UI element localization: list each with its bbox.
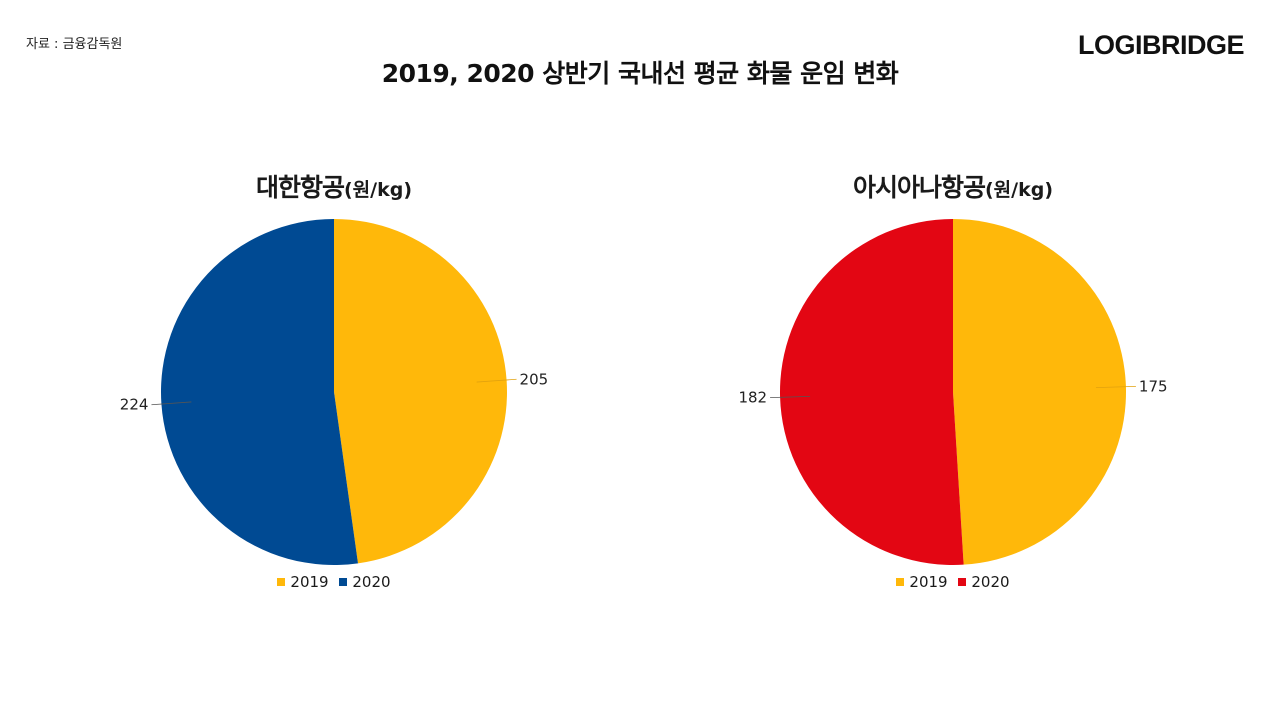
legend-label-2019: 2019 (909, 573, 948, 591)
chart-asiana: 175 182 아시아나항공(원/kg) 2019 2020 (693, 160, 1213, 620)
data-label-2020: 224 (120, 396, 149, 414)
legend-swatch-2020 (339, 578, 348, 586)
pie-slice-2020 (779, 219, 964, 565)
legend: 2019 2020 (74, 573, 594, 591)
chart-title-name: 아시아나항공 (852, 173, 986, 202)
legend: 2019 2020 (693, 573, 1213, 591)
pie-slice-2019 (953, 219, 1126, 565)
legend-item-2019: 2019 (277, 573, 329, 591)
pie-chart-korean-air: 205 224 (120, 219, 549, 565)
legend-item-2019: 2019 (896, 573, 948, 591)
leader-line-2019 (476, 378, 517, 383)
legend-label-2020: 2020 (352, 573, 391, 591)
legend-swatch-2019 (277, 578, 286, 586)
brand-logo: LOGIBRIDGE (1077, 30, 1245, 60)
source-note: 자료 : 금융감독원 (26, 37, 123, 52)
data-label-2019: 205 (520, 370, 549, 388)
chart-title-name: 대한항공 (255, 173, 345, 202)
leader-line-2019 (1095, 385, 1136, 388)
legend-item-2020: 2020 (958, 573, 1010, 591)
legend-label-2020: 2020 (971, 573, 1010, 591)
legend-swatch-2020 (958, 578, 967, 586)
data-label-2019: 175 (1139, 377, 1168, 395)
chart-title: 대한항공(원/kg) (74, 168, 594, 204)
pie-chart-asiana: 175 182 (738, 219, 1168, 565)
chart-title: 아시아나항공(원/kg) (693, 168, 1213, 204)
page-title: 2019, 2020 상반기 국내선 평균 화물 운임 변화 (381, 59, 899, 88)
leader-line-2020 (770, 396, 811, 399)
pie-slice-2020 (161, 219, 358, 565)
legend-swatch-2019 (896, 578, 905, 586)
leader-line-2020 (151, 401, 192, 406)
legend-label-2019: 2019 (290, 573, 329, 591)
chart-title-unit: (원/kg) (984, 179, 1054, 201)
chart-title-unit: (원/kg) (343, 179, 413, 201)
chart-korean-air: 205 224 대한항공(원/kg) 2019 2020 (74, 160, 594, 620)
legend-item-2020: 2020 (339, 573, 391, 591)
pie-slice-2019 (334, 219, 508, 564)
data-label-2020: 182 (738, 389, 767, 407)
